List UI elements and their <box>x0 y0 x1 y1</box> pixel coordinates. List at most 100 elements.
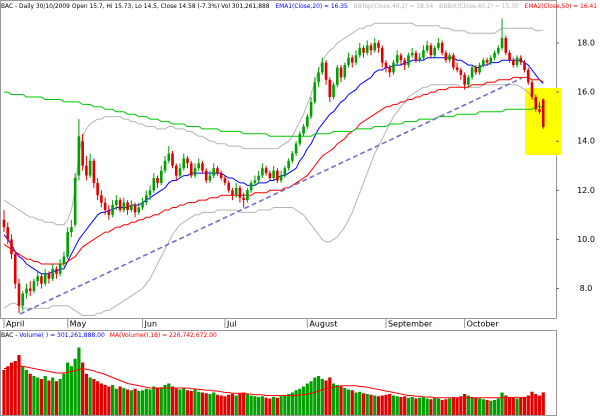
candle-body <box>261 168 264 176</box>
candle-body <box>133 205 137 213</box>
candle-body <box>407 55 410 66</box>
volume-bar <box>309 381 313 415</box>
candle-body <box>51 268 54 279</box>
candle-body <box>25 288 28 294</box>
candle-body <box>6 227 10 240</box>
candle-body <box>384 62 388 68</box>
volume-bar <box>283 395 287 415</box>
volume-bar <box>268 398 272 415</box>
y-tick-label: 18.0 <box>577 38 595 47</box>
volume-bar <box>140 390 145 415</box>
candle-body <box>189 163 193 176</box>
candle-body <box>474 67 478 73</box>
volume-bar <box>369 394 373 415</box>
volume-bar <box>148 389 152 415</box>
volume-bar <box>418 397 422 415</box>
candle-body <box>306 116 309 127</box>
candle-body <box>283 168 287 176</box>
volume-bar <box>444 399 448 415</box>
y-tick-label: 12.0 <box>577 186 595 195</box>
candle-body <box>100 195 103 203</box>
candle-body <box>122 202 126 210</box>
volume-bar <box>193 389 197 415</box>
volume-bar <box>39 379 44 415</box>
candle-body <box>103 202 107 210</box>
volume-bar <box>376 396 381 415</box>
volume-bar <box>77 347 81 415</box>
volume-bar <box>290 392 294 415</box>
candle-body <box>272 170 275 179</box>
volume-bar <box>118 386 122 415</box>
candle-body <box>77 136 81 176</box>
volume-bar <box>272 397 276 415</box>
candle-body <box>58 263 62 274</box>
volume-bar <box>324 380 328 415</box>
candle-body <box>511 60 515 66</box>
candle-body <box>497 47 500 53</box>
volume-bar <box>500 392 504 415</box>
volume-bar <box>429 399 433 415</box>
candle-body <box>414 52 418 61</box>
volume-bar <box>395 396 399 415</box>
volume-bar <box>346 389 351 415</box>
volume-bar <box>21 366 25 415</box>
volume-bar <box>144 388 148 415</box>
volume-bar <box>294 390 298 415</box>
volume-bar <box>204 393 208 415</box>
legend-entry: EMA1(Close,20) = 16.35 <box>275 3 348 10</box>
volume-bar <box>522 397 527 415</box>
candle-body <box>467 77 470 85</box>
volume-bar <box>92 379 96 415</box>
candle-body <box>152 178 156 191</box>
candle-body <box>227 182 230 191</box>
volume-bar <box>436 398 440 415</box>
plot <box>2 18 559 415</box>
volume-bar <box>111 385 115 415</box>
volume-bar <box>163 385 167 415</box>
volume-bar <box>133 388 137 415</box>
volume-bar <box>361 393 366 415</box>
candle-body <box>440 42 444 53</box>
volume-bar <box>159 387 163 415</box>
candle-body <box>377 42 380 48</box>
candle-body <box>380 47 384 63</box>
volume-bar <box>9 362 14 415</box>
candle-body <box>422 50 425 58</box>
candle-body <box>515 57 519 66</box>
candle-body <box>246 190 249 201</box>
candle-body <box>163 160 167 171</box>
title: BAC - Daily 30/10/2009 Open 15.7, Hi 15.… <box>1 3 270 10</box>
candle-body <box>2 219 6 228</box>
volume-bar <box>526 395 530 415</box>
candle-body <box>219 173 223 179</box>
volume-bar <box>234 395 238 415</box>
volume-bar <box>448 398 452 415</box>
volume-bar <box>125 389 130 415</box>
volume-bar <box>380 395 384 415</box>
volume-bar <box>122 388 126 415</box>
candle-body <box>204 170 208 181</box>
volume-bar <box>320 379 324 415</box>
volume-bar <box>200 392 205 415</box>
candle-body <box>167 153 171 161</box>
volume-bar <box>189 391 193 415</box>
volume-bar <box>421 397 426 415</box>
candle-body <box>249 182 253 191</box>
volume-bar <box>459 396 463 415</box>
volume-bar <box>358 391 362 415</box>
candle-body <box>328 79 332 97</box>
volume-bar <box>391 395 396 415</box>
candle-body <box>388 67 392 73</box>
candle-body <box>62 256 66 264</box>
volume-bar <box>47 380 51 415</box>
trend-line <box>19 77 523 315</box>
candle-body <box>324 62 328 80</box>
candle-body <box>115 200 118 206</box>
candle-body <box>238 187 242 198</box>
candle-body <box>403 60 406 66</box>
volume-bar <box>32 376 36 415</box>
candle-body <box>538 109 541 112</box>
volume-bar <box>174 388 178 415</box>
